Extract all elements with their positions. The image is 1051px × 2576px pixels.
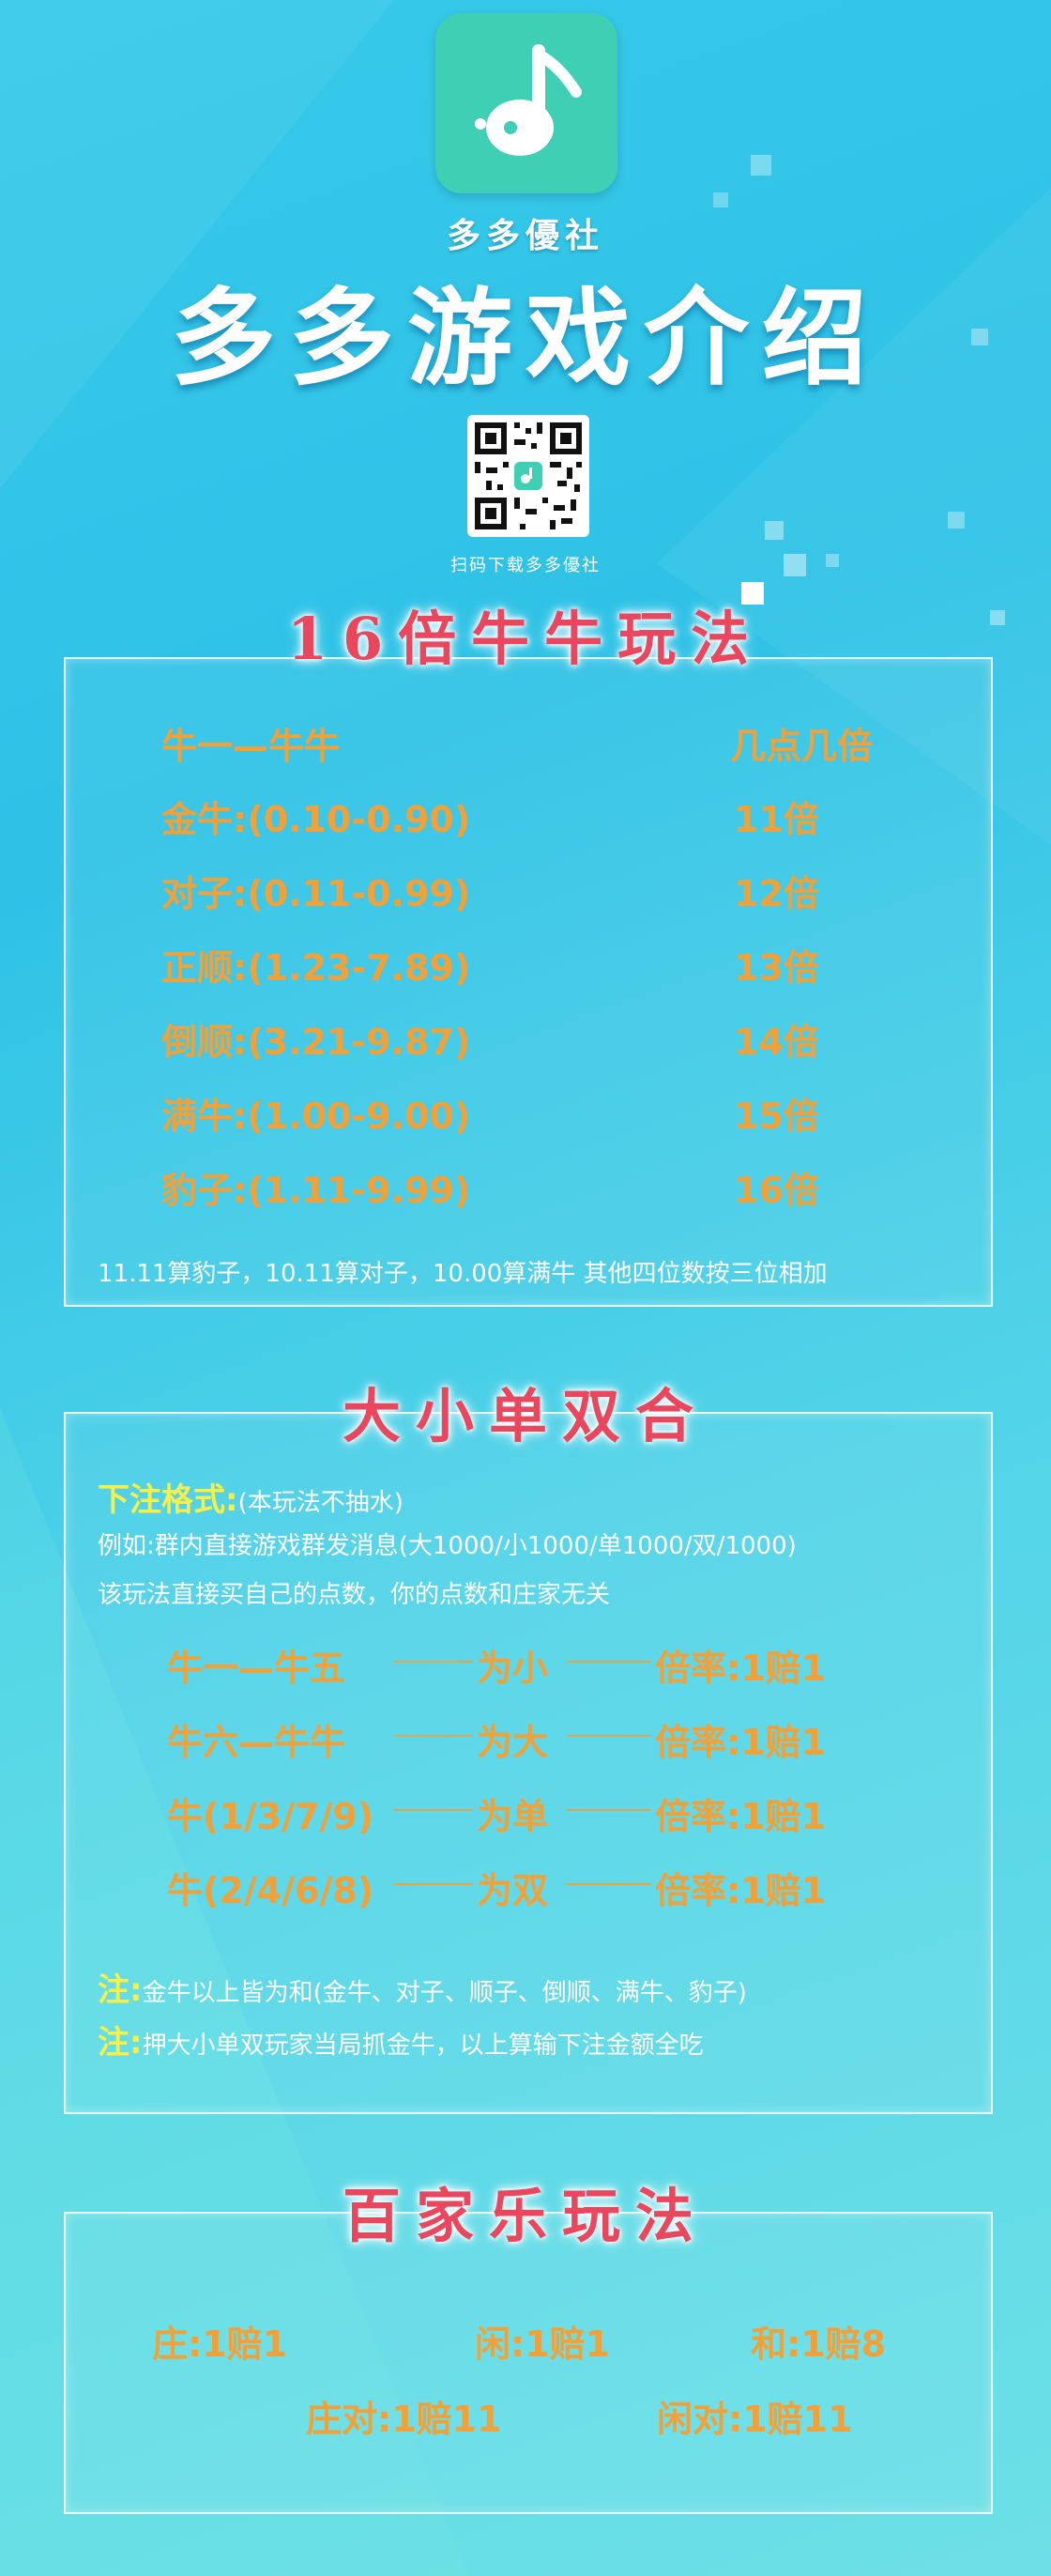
daxiao-row-type: 为大 xyxy=(477,1722,549,1763)
niuniu-row-label: 满牛:(1.00-9.00) xyxy=(161,1096,471,1137)
qr-code[interactable] xyxy=(467,415,589,537)
niuniu-row-mult: 16倍 xyxy=(734,1170,819,1211)
daxiao-note-2: 注:押大小单双玩家当局抓金牛，以上算输下注金额全吃 xyxy=(98,2016,704,2062)
daxiao-title: 大小单双合 xyxy=(342,1382,708,1450)
qr-code-icon xyxy=(475,422,582,529)
brand-name: 多多優社 xyxy=(446,217,604,255)
niuniu-row-mult: 12倍 xyxy=(734,873,819,914)
niuniu-row-mult: 13倍 xyxy=(734,947,819,989)
note-label: 注: xyxy=(98,2024,143,2062)
baccarat-title: 百家乐玩法 xyxy=(342,2182,708,2250)
niuniu-col-left: 牛一—牛牛 xyxy=(161,726,341,767)
daxiao-row-type: 为双 xyxy=(477,1870,549,1911)
bet-format-line: 下注格式:(本玩法不抽水) xyxy=(98,1474,404,1520)
baccarat-panel xyxy=(64,2212,993,2514)
daxiao-row-odds: 倍率:1赔1 xyxy=(655,1796,827,1837)
niuniu-row-label: 豹子:(1.11-9.99) xyxy=(161,1170,471,1211)
niuniu-col-right: 几点几倍 xyxy=(730,726,874,767)
daxiao-row-odds: 倍率:1赔1 xyxy=(655,1870,827,1911)
daxiao-row-range: 牛(2/4/6/8) xyxy=(167,1870,374,1911)
bet-format-note: (本玩法不抽水) xyxy=(237,1489,404,1517)
niuniu-title: 16倍牛牛玩法 xyxy=(286,605,765,673)
niuniu-row-label: 正顺:(1.23-7.89) xyxy=(161,947,471,989)
note-label: 注: xyxy=(98,1971,143,2009)
daxiao-row-type: 为单 xyxy=(477,1796,549,1837)
daxiao-note-1: 注:金牛以上皆为和(金牛、对子、顺子、倒顺、满牛、豹子) xyxy=(98,1964,747,2010)
daxiao-row-range: 牛一—牛五 xyxy=(167,1648,346,1689)
bet-format-label: 下注格式: xyxy=(98,1481,238,1519)
baccarat-item: 闲对:1赔11 xyxy=(657,2399,853,2440)
music-note-icon xyxy=(475,44,582,156)
baccarat-item: 庄:1赔1 xyxy=(152,2323,288,2365)
niuniu-row-mult: 14倍 xyxy=(734,1021,819,1063)
daxiao-row-type: 为小 xyxy=(477,1648,549,1689)
qr-caption: 扫码下载多多優社 xyxy=(450,556,601,575)
bet-description: 该玩法直接买自己的点数，你的点数和庄家无关 xyxy=(98,1581,611,1609)
niuniu-row-label: 对子:(0.11-0.99) xyxy=(161,873,471,914)
note-text: 押大小单双玩家当局抓金牛，以上算输下注金额全吃 xyxy=(142,2032,704,2060)
app-logo xyxy=(435,13,617,193)
daxiao-row-odds: 倍率:1赔1 xyxy=(655,1722,827,1763)
niuniu-row-label: 金牛:(0.10-0.90) xyxy=(161,799,471,840)
niuniu-row-label: 倒顺:(3.21-9.87) xyxy=(161,1021,471,1063)
niuniu-row-mult: 15倍 xyxy=(734,1096,819,1137)
daxiao-row-range: 牛六—牛牛 xyxy=(167,1722,346,1763)
niuniu-note: 11.11算豹子，10.11算对子，10.00算满牛 其他四位数按三位相加 xyxy=(98,1260,828,1288)
page-title: 多多游戏介绍 xyxy=(171,278,880,400)
note-text: 金牛以上皆为和(金牛、对子、顺子、倒顺、满牛、豹子) xyxy=(142,1979,747,2007)
baccarat-item: 庄对:1赔11 xyxy=(306,2399,502,2440)
daxiao-row-range: 牛(1/3/7/9) xyxy=(167,1796,374,1837)
baccarat-item: 闲:1赔1 xyxy=(475,2323,611,2365)
niuniu-panel xyxy=(64,657,993,1307)
baccarat-item: 和:1赔8 xyxy=(751,2323,887,2365)
daxiao-row-odds: 倍率:1赔1 xyxy=(655,1648,827,1689)
daxiao-panel xyxy=(64,1412,993,2114)
bet-example: 例如:群内直接游戏群发消息(大1000/小1000/单1000/双/1000) xyxy=(98,1532,797,1560)
niuniu-row-mult: 11倍 xyxy=(734,799,819,840)
